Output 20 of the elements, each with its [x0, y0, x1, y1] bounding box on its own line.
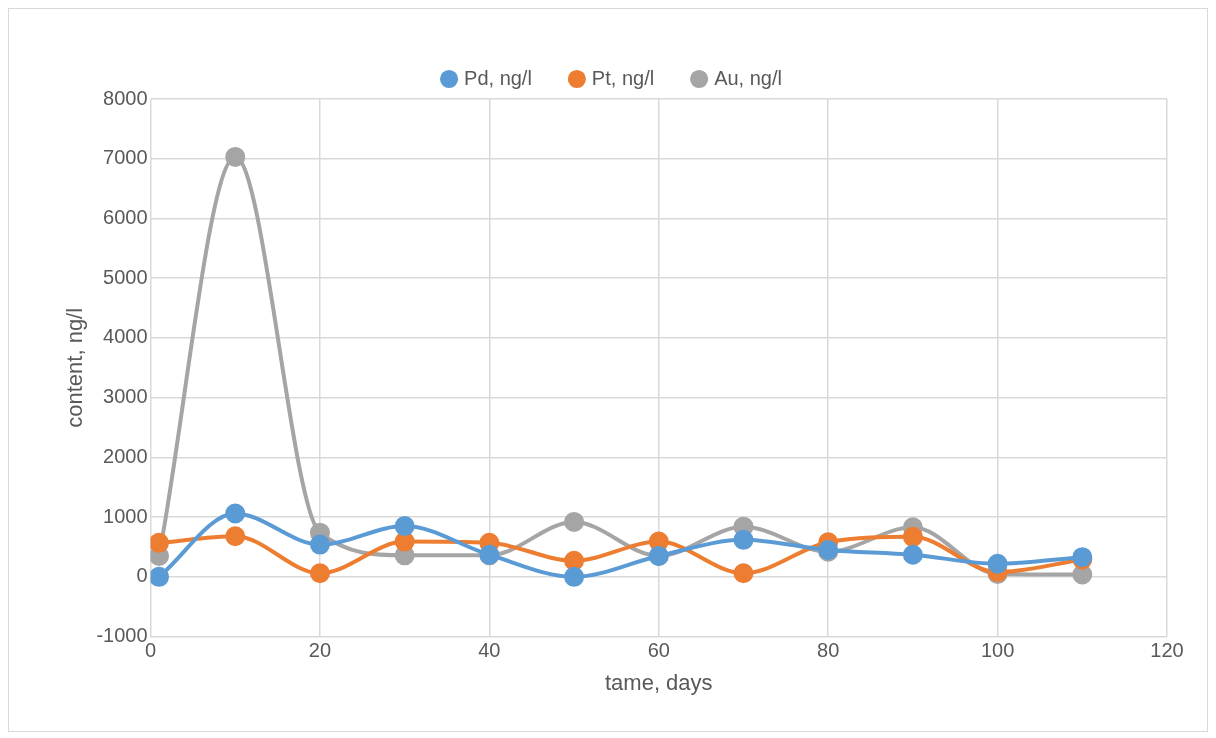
y-tick-label: 0 — [136, 564, 148, 587]
y-tick-label: 3000 — [103, 385, 148, 408]
x-tick-label: 120 — [1150, 639, 1184, 662]
y-tick-label: 6000 — [103, 205, 148, 228]
x-tick-label: 100 — [980, 639, 1015, 662]
y-tick-label: 7000 — [103, 146, 148, 169]
x-tick-label: 80 — [817, 639, 840, 662]
y-axis-title: content, ng/l — [62, 307, 88, 428]
legend-label: Au, ng/l — [714, 66, 782, 89]
y-tick-label: 2000 — [103, 444, 148, 467]
y-tick-label: 8000 — [103, 86, 148, 109]
x-axis-title: tame, days — [604, 669, 713, 695]
x-tick-label: 40 — [478, 639, 501, 662]
legend-label: Pt, ng/l — [591, 66, 655, 89]
y-tick-label: 5000 — [103, 265, 148, 288]
x-tick-label: 20 — [308, 639, 332, 662]
legend-label: Pd, ng/l — [464, 66, 532, 89]
y-tick-label: 1000 — [103, 504, 148, 527]
y-tick-label: 4000 — [103, 325, 148, 348]
x-tick-label: 60 — [647, 639, 670, 662]
